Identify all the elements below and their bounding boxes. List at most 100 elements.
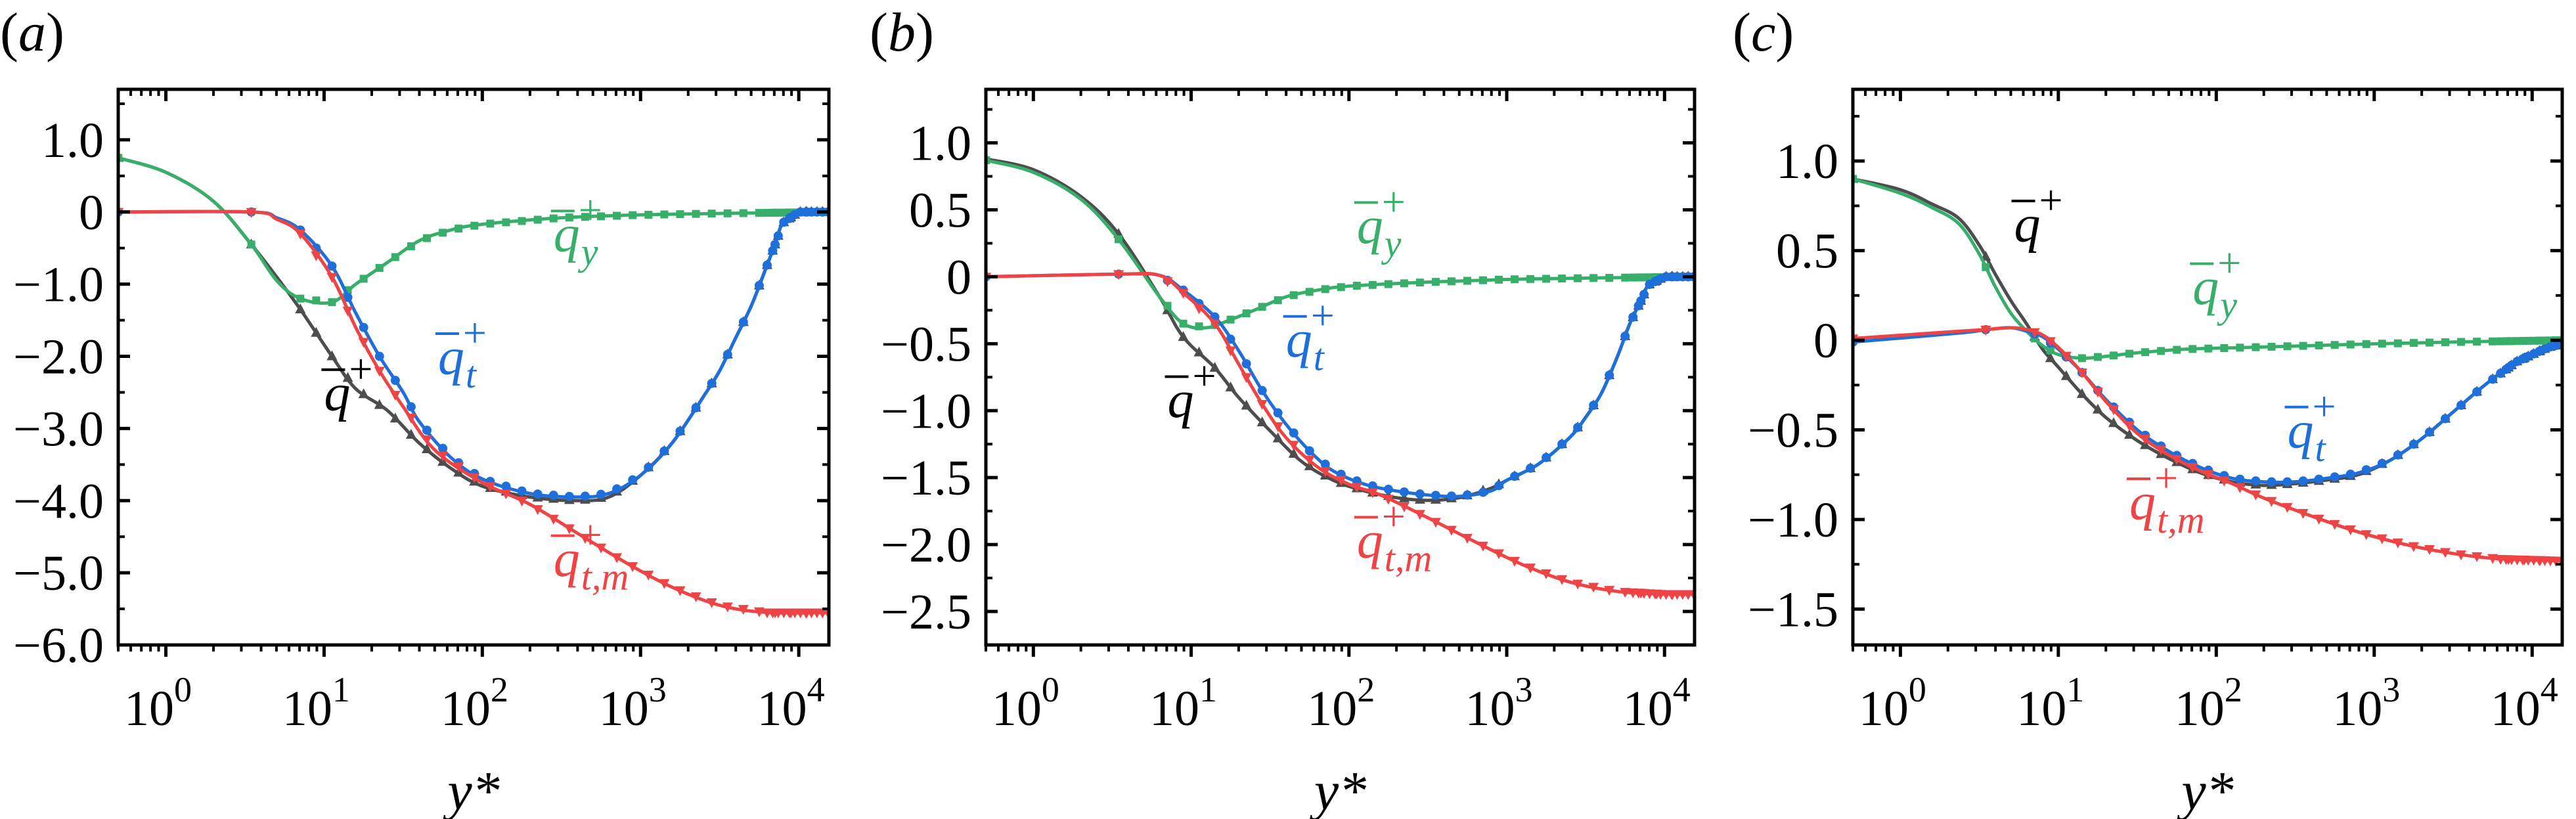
panel-label-a: (a) <box>0 2 64 63</box>
axes-frame: 1.0 0 −1.0 −2.0 −3.0 −4.0 −5.0 −6.0 100 101 102 103… <box>13 87 831 736</box>
series-label-qt: q+t <box>1283 292 1335 379</box>
series-label-q: q+ <box>321 345 373 422</box>
y-tick-label: −2.0 <box>13 330 104 385</box>
y-tick-label: 0 <box>1813 313 1838 368</box>
svg-text:q: q <box>2288 402 2314 460</box>
panel-letter: a <box>18 2 46 63</box>
svg-text:q: q <box>2129 474 2156 531</box>
series-qtm <box>118 208 829 619</box>
x-tick-label: 100 <box>1859 670 1926 736</box>
y-tick-label: 1.0 <box>909 116 971 171</box>
axes-frame: 1.0 0.5 0 −0.5 −1.0 −1.5 −2.0 −2.5 100 101 102 103 1… <box>881 87 1697 736</box>
panel-b: (b) 1.0 0.5 0 −0.5 −1.0 −1.5 −2.0 −2.5 100 101 102… <box>860 0 1721 819</box>
x-tick-label: 101 <box>1149 670 1217 736</box>
series-qtm <box>986 270 1695 600</box>
svg-text:q: q <box>1168 371 1194 429</box>
svg-text:y: y <box>578 231 598 273</box>
x-axis-label: y* <box>1309 761 1366 819</box>
x-tick-label: 103 <box>599 670 667 736</box>
x-tick-label: 102 <box>1307 670 1375 736</box>
x-tick-label: 102 <box>441 670 508 736</box>
plot-area <box>1853 173 2562 567</box>
x-tick-label: 101 <box>282 670 350 736</box>
series-label-qtm: q+t,m <box>2127 454 2205 541</box>
series-qt <box>118 207 829 501</box>
svg-text:q: q <box>554 531 580 588</box>
panel-c: (c) 1.0 0.5 0 −0.5 −1.0 −1.5 100 101 102 103 104 y*… <box>1722 0 2576 819</box>
x-tick-label: 103 <box>1465 670 1533 736</box>
x-tick-label: 100 <box>992 670 1059 736</box>
x-tick-label: 104 <box>1623 670 1691 736</box>
panel-letter: c <box>1750 2 1776 63</box>
y-tick-label: −5.0 <box>13 546 104 601</box>
svg-text:t: t <box>2315 427 2327 470</box>
y-tick-label: −0.5 <box>1748 403 1838 458</box>
svg-text:+: + <box>1193 352 1216 399</box>
svg-text:t,m: t,m <box>2157 498 2205 541</box>
series-label-q: q+ <box>2011 177 2063 254</box>
y-tick-label: 0 <box>79 185 104 240</box>
svg-text:y: y <box>2217 283 2237 326</box>
svg-text:q: q <box>1357 197 1383 255</box>
x-tick-label: 103 <box>2332 670 2400 736</box>
svg-text:q: q <box>1286 311 1312 369</box>
series-label-qt: q+t <box>2284 383 2336 470</box>
series-label-qy: q+y <box>550 187 602 273</box>
y-tick-label: −2.5 <box>881 585 971 640</box>
y-tick-label: −1.0 <box>13 257 104 313</box>
y-tick-label: 0 <box>946 250 971 305</box>
series-label-qy: q+y <box>1354 178 1406 265</box>
y-tick-label: 1.0 <box>41 113 104 168</box>
chart-a: 1.0 0 −1.0 −2.0 −3.0 −4.0 −5.0 −6.0 100 101 102 103… <box>13 87 831 819</box>
svg-text:+: + <box>2217 239 2241 286</box>
x-tick-label: 102 <box>2175 670 2242 736</box>
x-tick-label: 104 <box>2491 670 2558 736</box>
svg-text:+: + <box>579 512 602 558</box>
svg-text:+: + <box>1382 493 1406 539</box>
svg-text:+: + <box>1311 292 1335 339</box>
y-tick-label: −1.0 <box>1748 493 1838 548</box>
svg-text:t,m: t,m <box>581 556 629 598</box>
series-qt <box>986 269 1695 501</box>
y-tick-label: −6.0 <box>13 618 104 673</box>
svg-text:+: + <box>2154 454 2178 501</box>
plot-area <box>118 152 829 619</box>
y-tick-label: −4.0 <box>13 474 104 529</box>
y-tick-label: −1.5 <box>1748 582 1838 637</box>
series-qtm <box>1853 325 2562 567</box>
svg-text:q: q <box>554 206 580 263</box>
y-tick-label: 0.5 <box>1776 224 1838 279</box>
svg-text:q: q <box>2014 196 2041 254</box>
svg-text:t: t <box>466 353 477 396</box>
svg-text:+: + <box>1382 178 1406 225</box>
panel-label-b: (b) <box>870 2 934 63</box>
series-qy <box>986 156 1695 330</box>
series-label-qtm: q+t,m <box>550 512 629 598</box>
svg-text:t: t <box>1314 336 1325 379</box>
svg-text:+: + <box>349 345 372 392</box>
svg-text:y: y <box>1381 222 1402 265</box>
y-tick-label: 0.5 <box>909 183 971 238</box>
axes-frame: 1.0 0.5 0 −0.5 −1.0 −1.5 100 101 102 103 104 <box>1748 87 2564 736</box>
svg-text:+: + <box>463 309 487 356</box>
y-tick-label: −3.0 <box>13 401 104 456</box>
panel-a: (a) 1.0 0 −1.0 −2.0 −3.0 −4.0 −5.0 −6.0 100 101 10… <box>0 0 860 819</box>
chart-b: 1.0 0.5 0 −0.5 −1.0 −1.5 −2.0 −2.5 100 101 102 103 1… <box>881 87 1697 819</box>
svg-text:+: + <box>2039 177 2063 223</box>
series-label-qt: q+t <box>435 309 487 396</box>
svg-text:q: q <box>438 328 464 386</box>
series-label-q: q+ <box>1165 352 1216 429</box>
y-tick-label: −1.0 <box>881 384 971 439</box>
series-label-qtm: q+t,m <box>1354 493 1432 579</box>
y-tick-label: −0.5 <box>881 317 971 372</box>
panel-label-c: (c) <box>1733 2 1794 63</box>
series-qy <box>118 154 829 307</box>
x-tick-label: 104 <box>757 670 825 736</box>
svg-text:+: + <box>579 187 602 233</box>
svg-text:q: q <box>1357 512 1383 569</box>
x-tick-label: 100 <box>124 670 192 736</box>
x-axis-label: y* <box>442 761 499 819</box>
panel-letter: b <box>887 2 916 63</box>
y-tick-label: −1.5 <box>881 451 971 506</box>
